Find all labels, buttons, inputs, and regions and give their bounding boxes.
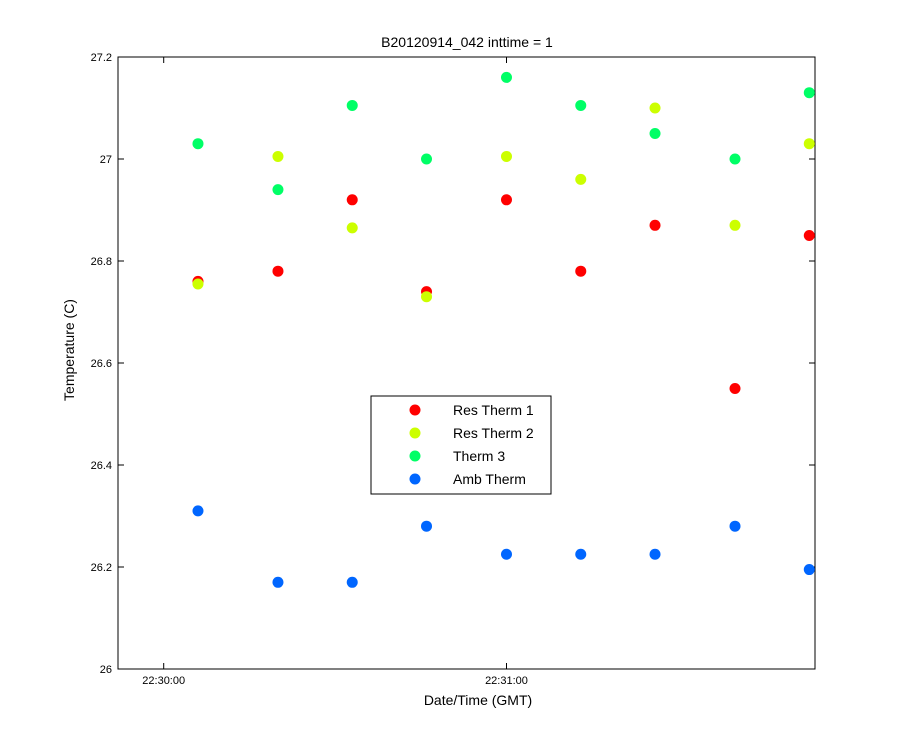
y-tick-label: 26 xyxy=(100,664,112,676)
data-point xyxy=(192,138,204,150)
y-axis: 26 26.2 26.4 26.6 26.8 27 27.2 xyxy=(91,52,815,676)
y-axis-title: Temperature (C) xyxy=(61,299,77,401)
legend-box xyxy=(370,395,552,495)
y-tick-label: 26.6 xyxy=(91,358,112,370)
x-tick-label: 22:31:00 xyxy=(485,675,528,687)
data-point xyxy=(649,548,661,560)
data-point xyxy=(500,194,512,206)
y-tick-label: 26.4 xyxy=(91,460,112,472)
data-point xyxy=(729,219,741,231)
legend-label: Res Therm 2 xyxy=(453,425,534,441)
data-point xyxy=(729,383,741,394)
data-point xyxy=(272,576,284,588)
data-point xyxy=(346,576,358,588)
y-tick-label: 27.2 xyxy=(91,52,112,64)
data-point xyxy=(575,265,587,277)
legend-marker xyxy=(409,473,421,485)
legend-marker xyxy=(409,427,421,439)
data-point xyxy=(803,564,815,576)
data-point xyxy=(500,548,512,560)
legend: Res Therm 1 Res Therm 2 Therm 3 Amb Therm xyxy=(370,395,552,495)
data-point xyxy=(803,230,815,241)
plot-area-frame xyxy=(117,56,816,670)
data-point xyxy=(500,150,512,162)
series-therm-3 xyxy=(192,71,815,196)
data-point xyxy=(575,99,587,111)
data-point xyxy=(346,222,358,234)
chart-title: B20120914_042 inttime = 1 xyxy=(381,34,553,50)
data-point xyxy=(346,99,358,111)
data-point xyxy=(803,87,815,99)
data-point xyxy=(500,71,512,83)
y-tick-label: 27 xyxy=(100,154,112,166)
data-point xyxy=(272,184,284,196)
series-amb-therm xyxy=(192,505,815,588)
data-point xyxy=(575,548,587,560)
legend-label: Res Therm 1 xyxy=(453,402,534,418)
data-point xyxy=(421,520,433,532)
data-point xyxy=(575,173,587,185)
x-axis-title: Date/Time (GMT) xyxy=(424,692,532,708)
data-point xyxy=(649,219,661,231)
data-point xyxy=(649,102,661,114)
data-point xyxy=(272,265,284,277)
data-point xyxy=(729,520,741,532)
data-point xyxy=(649,128,661,139)
data-point xyxy=(421,153,433,165)
data-point xyxy=(272,150,284,162)
series-res-therm-2 xyxy=(192,102,815,303)
y-tick-label: 26.8 xyxy=(91,256,112,268)
data-points xyxy=(192,71,815,588)
data-point xyxy=(346,194,358,206)
x-axis: 22:30:00 22:31:00 xyxy=(142,57,528,687)
legend-label: Therm 3 xyxy=(453,448,505,464)
y-tick-label: 26.2 xyxy=(91,562,112,574)
data-point xyxy=(803,138,815,150)
data-point xyxy=(192,505,204,517)
data-point xyxy=(192,278,204,290)
data-point xyxy=(729,153,741,165)
data-point xyxy=(421,291,433,303)
x-tick-label: 22:30:00 xyxy=(142,675,185,687)
legend-marker xyxy=(409,404,421,416)
legend-label: Amb Therm xyxy=(453,471,526,487)
legend-marker xyxy=(409,450,421,462)
